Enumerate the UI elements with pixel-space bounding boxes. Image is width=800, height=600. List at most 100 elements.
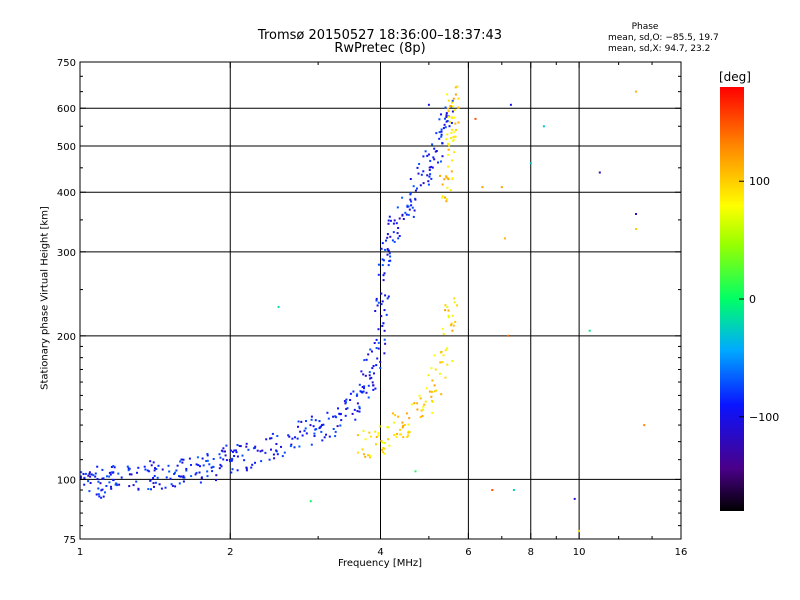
data-point [429, 159, 432, 162]
data-point [405, 412, 408, 415]
data-point [406, 436, 409, 438]
data-point [431, 401, 434, 403]
data-point [418, 394, 421, 397]
data-point [444, 106, 447, 109]
data-point [358, 405, 361, 408]
data-point [318, 426, 321, 429]
data-point [314, 428, 317, 431]
data-point [404, 211, 407, 214]
data-point [212, 458, 215, 460]
data-point [382, 274, 385, 277]
data-point [435, 132, 438, 135]
data-point [427, 153, 430, 156]
data-point [312, 425, 315, 428]
data-point [428, 390, 431, 393]
data-point [303, 429, 306, 432]
data-point [83, 477, 86, 480]
data-point [153, 469, 156, 472]
data-point [254, 461, 256, 464]
data-point [380, 303, 383, 306]
data-point [106, 475, 108, 478]
data-point [260, 460, 263, 463]
data-point [398, 433, 401, 436]
data-point [326, 411, 329, 414]
data-point [94, 475, 97, 478]
data-point [399, 428, 402, 431]
data-point [230, 449, 233, 452]
data-point [450, 324, 452, 327]
data-point [445, 114, 448, 117]
data-point [453, 116, 456, 119]
data-point [450, 137, 452, 140]
data-point [264, 451, 267, 454]
data-point [375, 435, 378, 438]
data-point [152, 477, 155, 479]
data-point [446, 347, 449, 350]
data-point [416, 166, 419, 169]
data-point [120, 476, 123, 479]
data-point [322, 423, 325, 426]
data-point [181, 461, 184, 464]
data-point [287, 434, 290, 437]
data-point [392, 222, 395, 225]
data-point [578, 529, 581, 532]
data-point [453, 151, 456, 154]
data-point [269, 437, 271, 440]
data-point [338, 412, 341, 415]
data-point [393, 433, 396, 436]
data-point [407, 213, 410, 216]
data-point [454, 86, 457, 89]
data-point [334, 435, 337, 438]
data-point [96, 478, 99, 480]
data-point [144, 468, 147, 471]
data-point [361, 448, 364, 451]
data-point [440, 393, 443, 396]
data-point [397, 415, 400, 418]
data-point [445, 200, 448, 203]
data-point [340, 419, 343, 422]
data-point [430, 367, 433, 370]
data-point [149, 479, 152, 482]
data-point [194, 473, 197, 476]
data-point [369, 377, 372, 380]
data-point [454, 320, 457, 323]
data-point [369, 456, 371, 459]
data-point [356, 402, 359, 405]
y-tick-label: 600 [57, 104, 76, 115]
data-point [154, 467, 156, 470]
data-point [377, 273, 380, 276]
y-tick-label: 75 [63, 535, 76, 546]
data-point [296, 437, 299, 440]
data-point [220, 465, 223, 468]
data-point [381, 325, 384, 327]
data-point [438, 131, 441, 134]
data-point [259, 450, 262, 453]
data-point [236, 469, 239, 472]
data-point [447, 107, 450, 110]
chart-subtitle: RwPretec (8p) [334, 41, 426, 56]
data-point [452, 130, 455, 133]
data-point [371, 350, 373, 353]
data-point [310, 443, 313, 446]
data-point [171, 484, 174, 487]
data-point [241, 454, 244, 457]
data-point [273, 457, 276, 460]
colorbar-tick-label: 0 [749, 293, 756, 306]
data-point [128, 467, 131, 470]
data-point [412, 215, 415, 218]
data-point [451, 329, 454, 332]
data-point [178, 475, 180, 478]
data-point [236, 444, 239, 446]
data-point [345, 398, 348, 401]
data-point [375, 364, 378, 367]
data-point [334, 430, 337, 433]
data-point [178, 482, 181, 485]
data-point [430, 390, 433, 393]
data-point [111, 471, 114, 474]
data-point [293, 446, 296, 449]
data-point [271, 432, 274, 435]
data-point [407, 423, 410, 426]
data-point [345, 408, 348, 410]
data-point [447, 165, 450, 168]
